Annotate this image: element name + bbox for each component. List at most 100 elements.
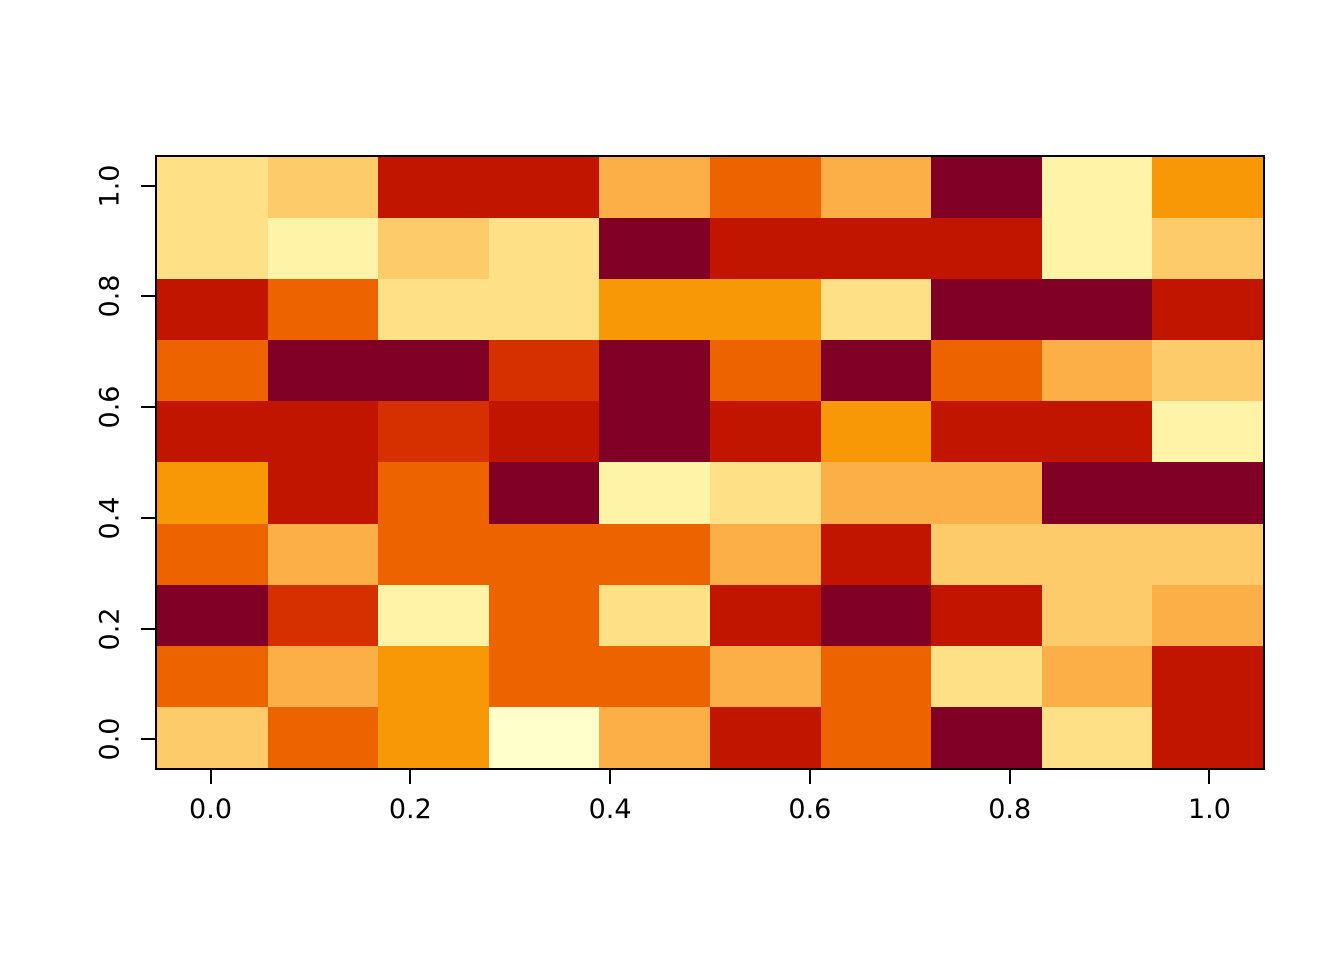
y-tick-label: 0.2 xyxy=(94,607,126,651)
heatmap-cell xyxy=(820,218,932,280)
heatmap-cell xyxy=(1041,279,1153,341)
heatmap-cell xyxy=(1041,462,1153,524)
heatmap-cell xyxy=(599,340,710,402)
heatmap-cell xyxy=(820,157,932,219)
heatmap-cell xyxy=(709,645,821,707)
heatmap-cell xyxy=(931,218,1042,280)
x-tick-label: 0.4 xyxy=(588,794,632,825)
heatmap-cell xyxy=(599,645,710,707)
heatmap-cell xyxy=(488,462,600,524)
heatmap-cell xyxy=(157,645,268,707)
heatmap-cell xyxy=(157,218,268,280)
x-axis-tick xyxy=(609,770,612,784)
y-axis-tick xyxy=(141,406,155,409)
x-axis-tick xyxy=(1008,770,1011,784)
x-tick-label: 0.6 xyxy=(788,794,832,825)
heatmap-cell xyxy=(488,218,600,280)
heatmap-cell xyxy=(599,401,710,463)
heatmap-cell xyxy=(378,645,489,707)
heatmap-cell xyxy=(1041,523,1153,585)
heatmap-cell xyxy=(709,157,821,219)
x-tick-label: 1.0 xyxy=(1187,794,1231,825)
y-axis-tick xyxy=(141,627,155,630)
y-axis-tick xyxy=(141,295,155,298)
heatmap-cell xyxy=(157,584,268,646)
heatmap-cell xyxy=(709,706,821,768)
heatmap-cell xyxy=(599,462,710,524)
heatmap-cell xyxy=(820,462,932,524)
heatmap-cell xyxy=(1152,523,1263,585)
heatmap-cell xyxy=(709,401,821,463)
heatmap-cell xyxy=(267,401,379,463)
heatmap-cell xyxy=(488,706,600,768)
heatmap-cell xyxy=(709,279,821,341)
heatmap-cell xyxy=(1041,218,1153,280)
heatmap-cell xyxy=(599,157,710,219)
heatmap-cell xyxy=(1152,340,1263,402)
heatmap-cell xyxy=(599,279,710,341)
heatmap-cell xyxy=(157,157,268,219)
heatmap-cell xyxy=(378,462,489,524)
heatmap-cell xyxy=(931,706,1042,768)
y-tick-label: 0.4 xyxy=(94,496,126,540)
heatmap-cell xyxy=(1152,462,1263,524)
heatmap-cell xyxy=(378,218,489,280)
x-tick-label: 0.2 xyxy=(388,794,432,825)
heatmap-cell xyxy=(488,401,600,463)
heatmap-cell xyxy=(378,584,489,646)
heatmap-cell xyxy=(488,340,600,402)
heatmap-cell xyxy=(931,157,1042,219)
heatmap-cell xyxy=(931,401,1042,463)
y-axis-tick xyxy=(141,738,155,741)
heatmap-cell xyxy=(599,523,710,585)
heatmap-cell xyxy=(820,584,932,646)
heatmap-cell xyxy=(931,279,1042,341)
heatmap-cell xyxy=(1041,706,1153,768)
heatmap-cell xyxy=(1152,279,1263,341)
y-tick-label: 0.8 xyxy=(94,274,126,318)
heatmap-cell xyxy=(820,523,932,585)
heatmap-cell xyxy=(1041,401,1153,463)
heatmap-cell xyxy=(1152,218,1263,280)
y-tick-label: 0.0 xyxy=(94,717,126,761)
heatmap-cell xyxy=(157,279,268,341)
heatmap-cell xyxy=(267,157,379,219)
x-tick-label: 0.8 xyxy=(988,794,1032,825)
x-axis-tick xyxy=(409,770,412,784)
heatmap-cell xyxy=(709,218,821,280)
heatmap-cell xyxy=(488,584,600,646)
heatmap-cell xyxy=(1041,157,1153,219)
heatmap-cell xyxy=(267,462,379,524)
x-axis-tick xyxy=(808,770,811,784)
heatmap-cell xyxy=(820,645,932,707)
heatmap-cell xyxy=(1152,401,1263,463)
heatmap-cell xyxy=(820,401,932,463)
heatmap-cell xyxy=(709,340,821,402)
heatmap-cell xyxy=(820,706,932,768)
heatmap-cell xyxy=(267,218,379,280)
heatmap-cell xyxy=(267,645,379,707)
heatmap-cell xyxy=(267,340,379,402)
heatmap-plot-area xyxy=(155,155,1265,770)
heatmap-cell xyxy=(378,340,489,402)
heatmap-cell xyxy=(820,279,932,341)
heatmap-cell xyxy=(1152,157,1263,219)
heatmap-cell xyxy=(931,462,1042,524)
heatmap-cell xyxy=(157,706,268,768)
heatmap-cell xyxy=(267,706,379,768)
heatmap-cell xyxy=(820,340,932,402)
heatmap-cell xyxy=(1152,584,1263,646)
x-axis-tick xyxy=(209,770,212,784)
heatmap-cell xyxy=(931,584,1042,646)
y-axis-tick xyxy=(141,184,155,187)
heatmap-cell xyxy=(157,523,268,585)
heatmap-cell xyxy=(1041,584,1153,646)
heatmap-cell xyxy=(599,218,710,280)
heatmap-cell xyxy=(157,340,268,402)
x-tick-label: 0.0 xyxy=(189,794,233,825)
heatmap-cell xyxy=(709,523,821,585)
y-tick-label: 0.6 xyxy=(94,385,126,429)
heatmap-cell xyxy=(709,462,821,524)
heatmap-cell xyxy=(378,523,489,585)
